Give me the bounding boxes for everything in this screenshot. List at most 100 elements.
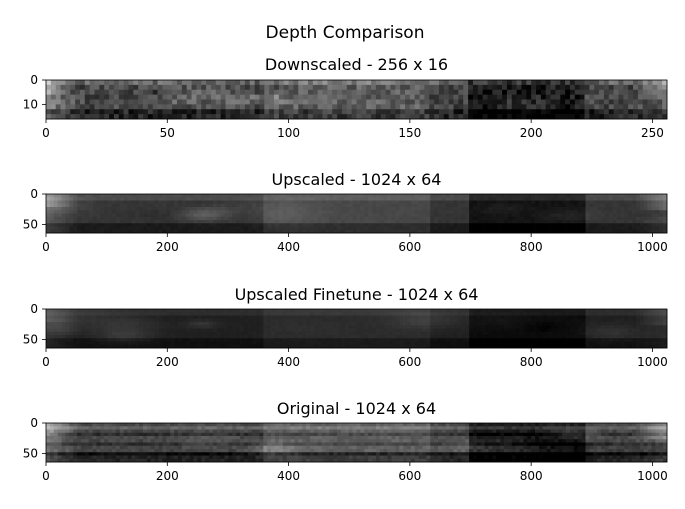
pixel-cell (201, 200, 206, 205)
pixel-cell (143, 114, 149, 120)
pixel-cell (628, 114, 634, 120)
pixel-cell (461, 203, 466, 208)
pixel-cell (108, 312, 113, 316)
pixel-cell (236, 197, 241, 201)
pixel-cell (201, 213, 206, 218)
pixel-cell (118, 109, 124, 115)
pixel-cell (267, 423, 272, 427)
pixel-cell (511, 99, 517, 105)
pixel-cell (70, 104, 76, 110)
pixel-cell (577, 335, 582, 339)
pixel-cell (158, 344, 163, 349)
pixel-cell (457, 210, 462, 214)
pixel-cell (337, 194, 342, 198)
pixel-cell (193, 325, 198, 329)
pixel-cell (96, 423, 101, 427)
pixel-cell (244, 99, 251, 105)
pixel-cell (536, 99, 542, 105)
pixel-cell (469, 328, 474, 333)
pixel-cell (220, 207, 225, 211)
pixel-cell (80, 194, 86, 198)
pixel-cell (511, 207, 516, 211)
pixel-cell (585, 207, 590, 211)
pixel-cell (80, 210, 86, 214)
pixel-cell (511, 229, 516, 234)
pixel-cell (379, 213, 385, 218)
pixel-cell (196, 84, 202, 91)
pixel-cell (482, 104, 488, 110)
pixel-cell (469, 331, 474, 336)
pixel-cell (128, 94, 134, 100)
pixel-cell (573, 216, 579, 221)
pixel-cell (274, 223, 280, 227)
pixel-cell (84, 89, 91, 95)
pixel-cell (599, 114, 605, 120)
pixel-cell (177, 216, 183, 221)
pixel-cell (651, 335, 656, 339)
pixel-cell (80, 344, 86, 349)
pixel-cell (216, 210, 222, 214)
pixel-cell (94, 104, 100, 110)
pixel-cell (166, 325, 171, 329)
pixel-cell (228, 322, 233, 326)
pixel-cell (77, 216, 82, 221)
pixel-cell (104, 335, 109, 339)
pixel-cell (50, 109, 57, 115)
pixel-cell (230, 104, 236, 110)
pixel-cell (286, 325, 291, 329)
pixel-cell (306, 213, 311, 218)
pixel-cell (249, 80, 255, 86)
pixel-cell (325, 309, 330, 313)
pixel-cell (329, 213, 334, 218)
pixel-cell (290, 216, 295, 221)
pixel-cell (503, 220, 509, 224)
pixel-cell (535, 338, 540, 342)
pixel-cell (65, 104, 71, 110)
pixel-cell (488, 318, 493, 323)
pixel-cell (181, 318, 187, 323)
pixel-cell (391, 344, 396, 349)
pixel-cell (317, 344, 322, 349)
pixel-cell (143, 322, 148, 326)
pixel-cell (569, 312, 575, 316)
pixel-cell (337, 84, 343, 91)
pixel-cell (57, 335, 62, 339)
pixel-cell (69, 216, 74, 221)
pixel-cell (663, 216, 668, 221)
pixel-cell (113, 114, 120, 120)
pixel-cell (150, 341, 156, 346)
pixel-cell (558, 322, 563, 326)
pixel-cell (251, 338, 256, 342)
pixel-cell (189, 213, 194, 218)
pixel-cell (298, 84, 304, 91)
pixel-cell (100, 341, 105, 346)
pixel-cell (313, 318, 319, 323)
pixel-cell (247, 338, 253, 342)
pixel-cell (162, 328, 167, 333)
pixel-cell (282, 312, 287, 316)
pixel-cell (457, 344, 462, 349)
pixel-cell (618, 84, 624, 91)
pixel-cell (461, 229, 466, 234)
pixel-cell (61, 315, 66, 320)
pixel-cell (612, 210, 617, 214)
pixel-cell (458, 89, 464, 95)
pixel-cell (294, 207, 299, 211)
pixel-cell (286, 213, 291, 218)
pixel-cell (594, 80, 600, 86)
pixel-cell (472, 94, 479, 100)
pixel-cell (360, 318, 365, 323)
pixel-cell (449, 197, 454, 201)
pixel-cell (546, 322, 551, 326)
pixel-cell (372, 220, 377, 224)
pixel-cell (453, 220, 458, 224)
pixel-cell (80, 322, 86, 326)
pixel-cell (77, 322, 82, 326)
pixel-cell (406, 216, 412, 221)
pixel-cell (255, 423, 260, 427)
pixel-cell (360, 341, 365, 346)
pixel-cell (73, 203, 78, 208)
pixel-cell (108, 315, 113, 320)
pixel-cell (647, 89, 653, 95)
pixel-cell (546, 309, 551, 313)
